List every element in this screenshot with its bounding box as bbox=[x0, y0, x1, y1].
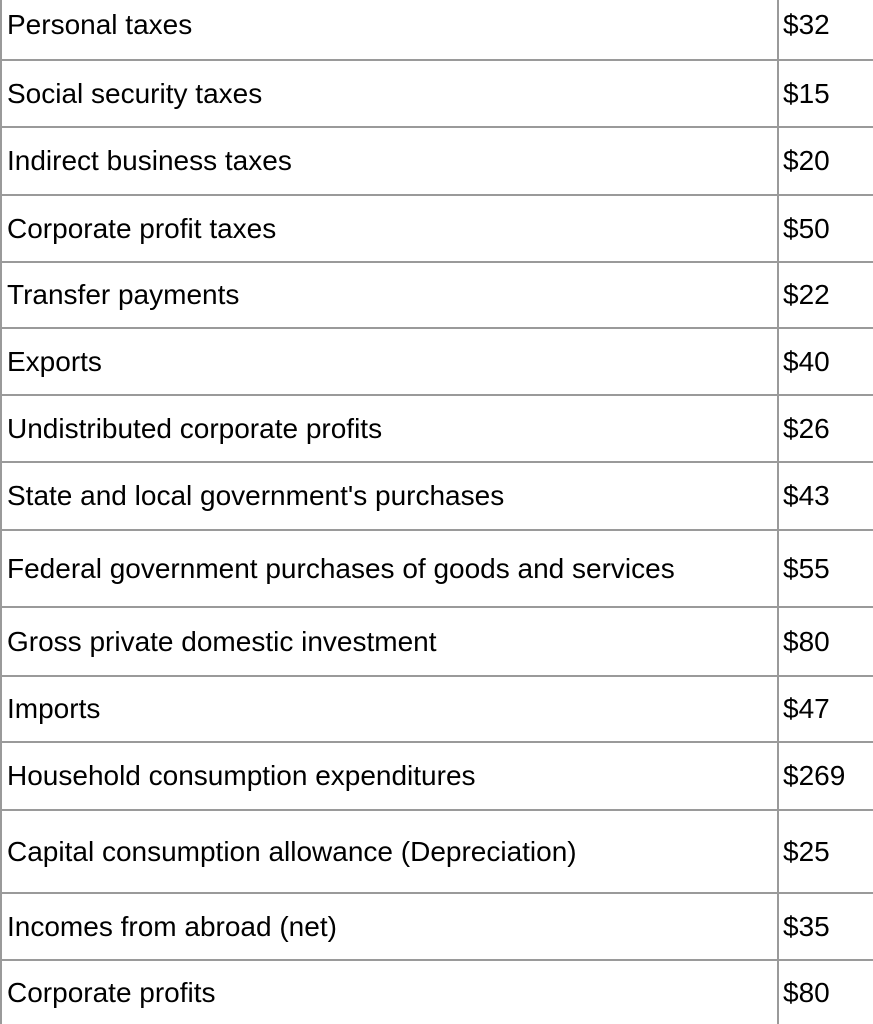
table-row: Personal taxes $32 bbox=[0, 0, 873, 61]
item-label: Federal government purchases of goods an… bbox=[0, 531, 779, 606]
item-value: $22 bbox=[783, 279, 830, 310]
item-label: Imports bbox=[0, 677, 779, 741]
item-value: $55 bbox=[783, 552, 830, 584]
item-label: Incomes from abroad (net) bbox=[0, 894, 779, 959]
table-row: Imports $47 bbox=[0, 677, 873, 743]
item-label: Corporate profit taxes bbox=[0, 196, 779, 261]
item-value: $15 bbox=[783, 77, 830, 109]
item-value: $35 bbox=[783, 910, 830, 942]
item-value: $32 bbox=[783, 8, 830, 40]
item-label: Personal taxes bbox=[0, 0, 779, 59]
item-value: $50 bbox=[783, 212, 830, 244]
table-row: Exports $40 bbox=[0, 329, 873, 396]
item-label: State and local government's purchases bbox=[0, 463, 779, 529]
table-row: Incomes from abroad (net) $35 bbox=[0, 894, 873, 961]
item-label: Social security taxes bbox=[0, 61, 779, 126]
item-value: $40 bbox=[783, 345, 830, 377]
table-row: Social security taxes $15 bbox=[0, 61, 873, 128]
item-value: $80 bbox=[783, 977, 830, 1008]
item-label: Household consumption expenditures bbox=[0, 743, 779, 809]
table-row: Capital consumption allowance (Depreciat… bbox=[0, 811, 873, 894]
item-value: $80 bbox=[783, 625, 830, 657]
item-label: Corporate profits bbox=[0, 961, 779, 1024]
table-row: Undistributed corporate profits $26 bbox=[0, 396, 873, 463]
item-label: Transfer payments bbox=[0, 263, 779, 327]
table-row: Indirect business taxes $20 bbox=[0, 128, 873, 196]
item-label: Capital consumption allowance (Depreciat… bbox=[0, 811, 779, 892]
table-row: State and local government's purchases $4… bbox=[0, 463, 873, 531]
table-row: Household consumption expenditures $269 bbox=[0, 743, 873, 811]
table-row: Gross private domestic investment $80 bbox=[0, 608, 873, 677]
item-value: $25 bbox=[783, 835, 830, 867]
item-value: $20 bbox=[783, 145, 830, 176]
item-value: $47 bbox=[783, 693, 830, 724]
item-label: Exports bbox=[0, 329, 779, 394]
table-row: Corporate profit taxes $50 bbox=[0, 196, 873, 263]
item-label: Gross private domestic investment bbox=[0, 608, 779, 675]
item-value: $269 bbox=[783, 760, 846, 791]
table-row: Federal government purchases of goods an… bbox=[0, 531, 873, 608]
item-label: Indirect business taxes bbox=[0, 128, 779, 194]
table-row: Transfer payments $22 bbox=[0, 263, 873, 329]
table-row: Corporate profits $80 bbox=[0, 961, 873, 1024]
item-value: $26 bbox=[783, 412, 830, 444]
item-value: $43 bbox=[783, 480, 830, 511]
item-label: Undistributed corporate profits bbox=[0, 396, 779, 461]
